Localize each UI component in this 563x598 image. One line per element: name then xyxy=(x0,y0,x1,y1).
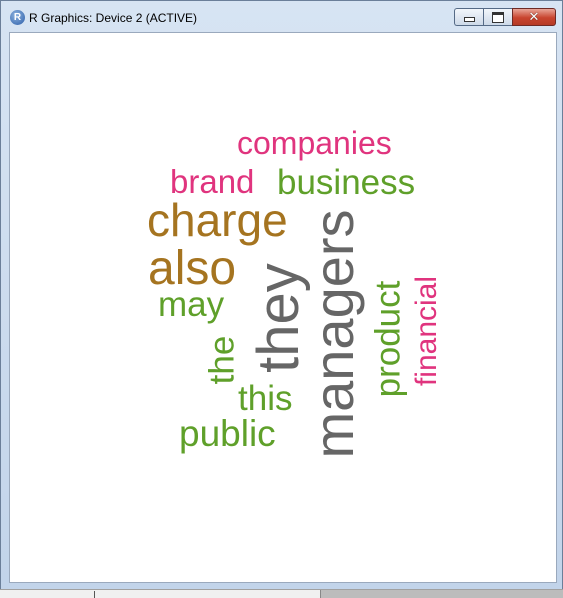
close-button[interactable]: ✕ xyxy=(512,8,556,26)
minimize-icon xyxy=(463,17,475,22)
taskbar xyxy=(0,589,563,598)
word-also: also xyxy=(148,242,237,295)
taskbar-divider xyxy=(94,591,95,598)
word-this: this xyxy=(238,379,293,418)
title-bar[interactable]: R R Graphics: Device 2 (ACTIVE) ✕ xyxy=(1,1,562,33)
plot-canvas: companies brand business charge also may… xyxy=(9,32,557,583)
word-managers: managers xyxy=(302,209,365,459)
word-product: product xyxy=(368,280,408,398)
r-app-icon[interactable]: R xyxy=(10,10,25,25)
window-title: R Graphics: Device 2 (ACTIVE) xyxy=(29,11,198,25)
word-the: the xyxy=(202,335,242,385)
maximize-icon xyxy=(492,11,504,23)
word-business: business xyxy=(277,163,416,202)
word-they: they xyxy=(246,263,311,373)
taskbar-segment[interactable] xyxy=(320,590,563,598)
close-icon: ✕ xyxy=(528,9,540,25)
maximize-button[interactable] xyxy=(483,8,512,26)
word-may: may xyxy=(158,285,225,324)
word-financial: financial xyxy=(410,275,443,387)
minimize-button[interactable] xyxy=(454,8,483,26)
word-brand: brand xyxy=(170,163,255,200)
word-companies: companies xyxy=(237,125,392,161)
word-charge: charge xyxy=(147,194,288,246)
window-controls: ✕ xyxy=(454,8,556,26)
word-public: public xyxy=(179,413,276,454)
